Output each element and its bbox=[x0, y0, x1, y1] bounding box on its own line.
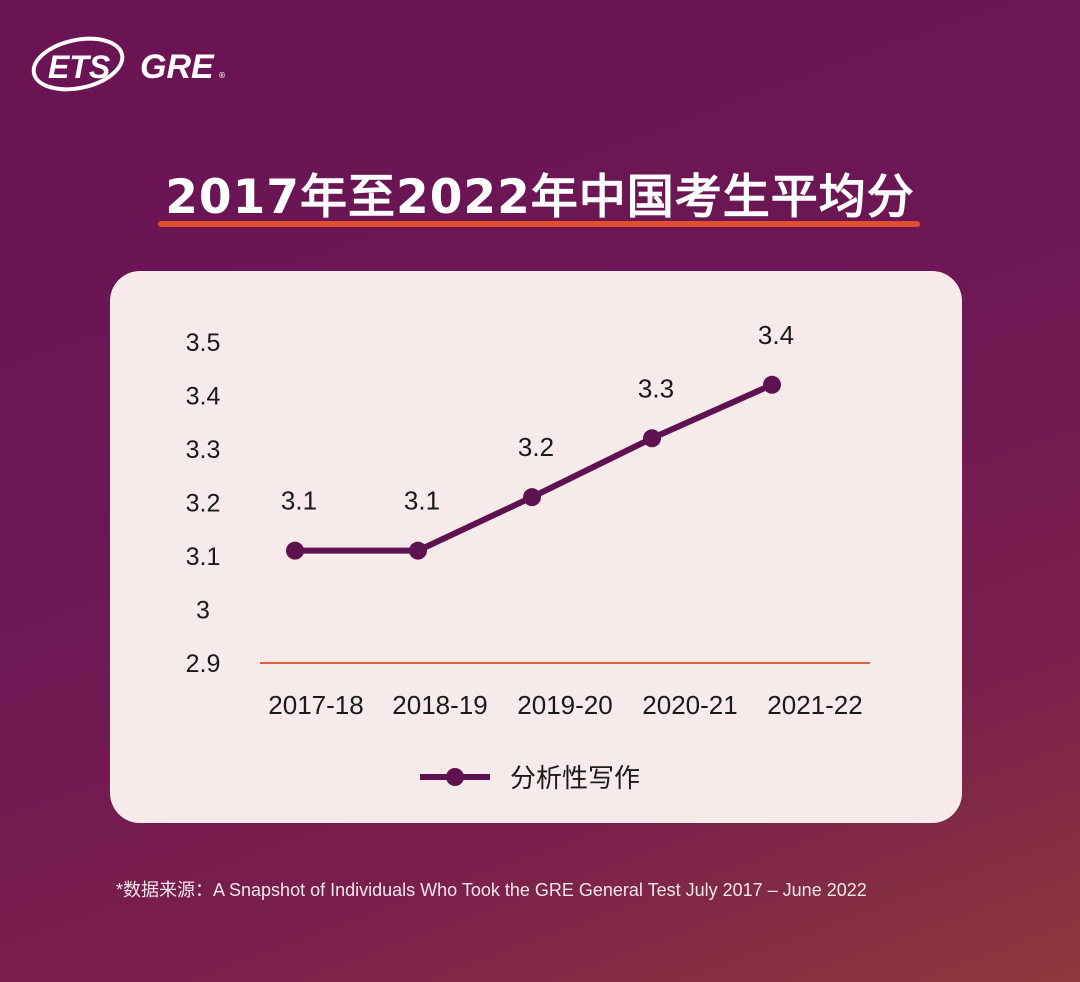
source-note: *数据来源：A Snapshot of Individuals Who Took… bbox=[116, 880, 867, 900]
data-label: 3.1 bbox=[404, 486, 440, 516]
svg-text:GRE: GRE bbox=[140, 48, 215, 86]
y-tick-label: 3.5 bbox=[186, 329, 221, 357]
x-tick-label: 2021-22 bbox=[767, 690, 862, 720]
data-point bbox=[286, 541, 304, 560]
data-point bbox=[409, 541, 427, 560]
page-title: 2017年至2022年中国考生平均分 bbox=[165, 170, 915, 225]
data-label: 3.1 bbox=[281, 486, 317, 516]
chart-card bbox=[110, 271, 962, 823]
y-tick-label: 2.9 bbox=[186, 650, 221, 678]
data-label: 3.2 bbox=[518, 432, 554, 462]
y-tick-label: 3.1 bbox=[186, 543, 221, 571]
ets-gre-logo: ETS GRE ® bbox=[31, 36, 226, 92]
title-underline bbox=[158, 221, 920, 227]
x-tick-label: 2018-19 bbox=[392, 690, 487, 720]
y-tick-label: 3 bbox=[196, 597, 210, 625]
x-tick-label: 2017-18 bbox=[268, 690, 363, 720]
data-point bbox=[763, 375, 781, 394]
series-line bbox=[295, 382, 774, 554]
data-label: 3.3 bbox=[638, 373, 674, 403]
y-tick-label: 3.2 bbox=[186, 490, 221, 518]
svg-text:®: ® bbox=[218, 71, 226, 80]
data-label: 3.4 bbox=[758, 320, 794, 350]
y-tick-label: 3.4 bbox=[186, 383, 221, 411]
x-tick-label: 2019-20 bbox=[517, 690, 612, 720]
data-point bbox=[523, 488, 541, 507]
legend-label: 分析性写作 bbox=[510, 764, 640, 794]
legend-marker bbox=[446, 768, 464, 786]
data-point bbox=[643, 429, 661, 448]
x-tick-label: 2020-21 bbox=[642, 690, 737, 720]
y-tick-label: 3.3 bbox=[186, 436, 221, 464]
svg-text:ETS: ETS bbox=[48, 49, 111, 85]
